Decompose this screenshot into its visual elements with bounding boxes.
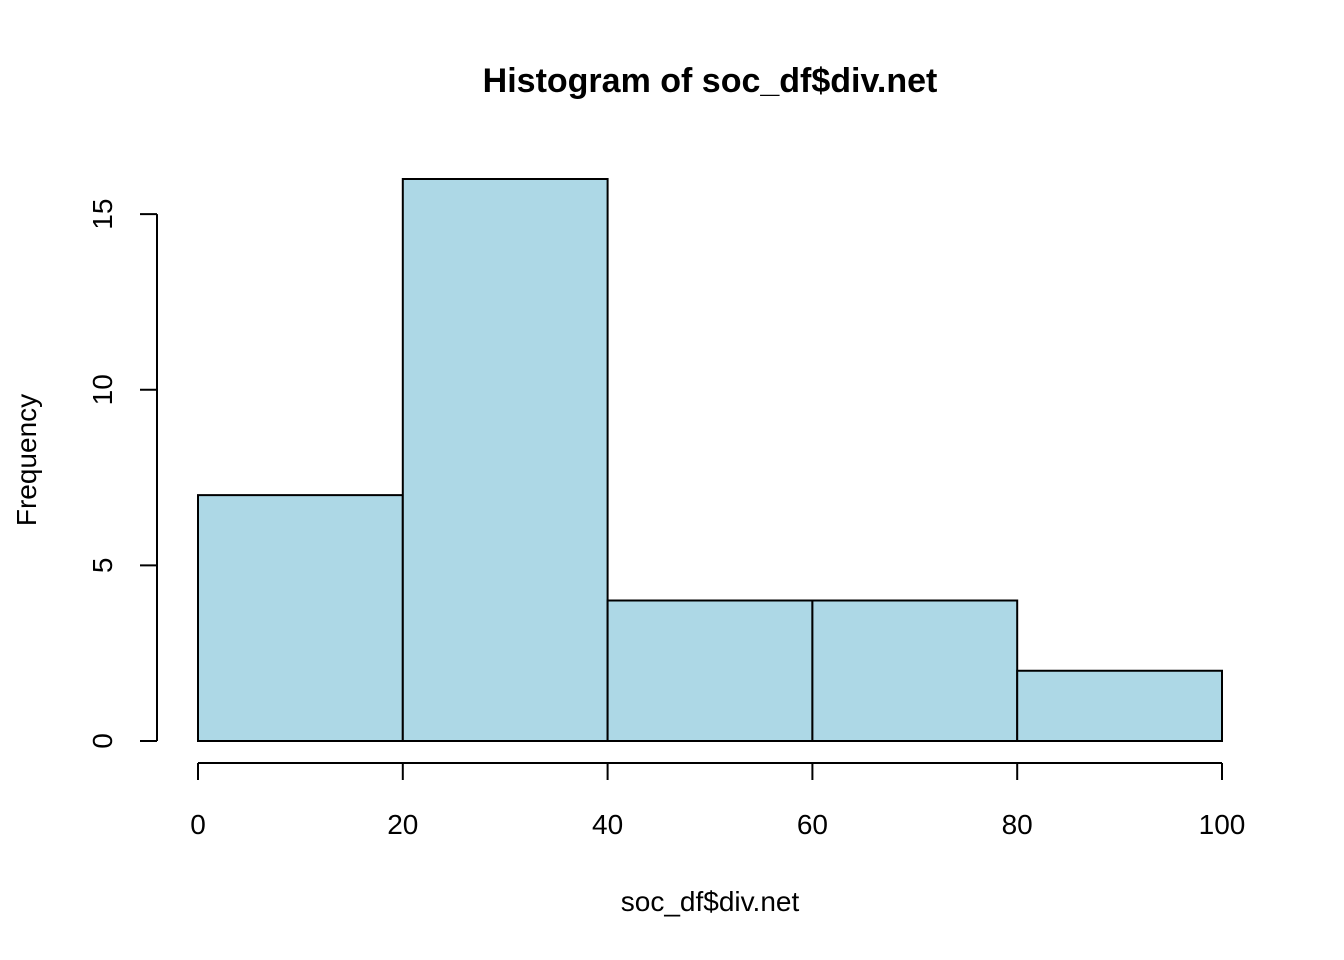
- y-axis: 0 5 10 15: [87, 199, 158, 749]
- bar-0: [197, 494, 404, 742]
- x-tick-label-0: 0: [190, 809, 206, 840]
- x-axis-label: soc_df$div.net: [621, 886, 800, 917]
- x-tick-label-100: 100: [1199, 809, 1246, 840]
- chart-title: Histogram of soc_df$div.net: [483, 62, 938, 100]
- bar-1: [401, 178, 609, 742]
- y-axis-label: Frequency: [11, 394, 42, 526]
- y-tick-label-0: 0: [87, 733, 118, 749]
- x-tick-label-40: 40: [592, 809, 623, 840]
- x-tick-label-60: 60: [797, 809, 828, 840]
- y-tick-label-5: 5: [87, 558, 118, 574]
- x-tick-label-80: 80: [1002, 809, 1033, 840]
- bar-2: [606, 599, 814, 742]
- y-tick-label-10: 10: [87, 374, 118, 405]
- x-axis: 0 20 40 60 80 100: [190, 762, 1246, 840]
- bar-3: [811, 599, 1019, 742]
- bars-group: [197, 178, 1224, 742]
- y-tick-label-15: 15: [87, 199, 118, 230]
- x-tick-label-20: 20: [387, 809, 418, 840]
- bar-4: [1016, 669, 1224, 742]
